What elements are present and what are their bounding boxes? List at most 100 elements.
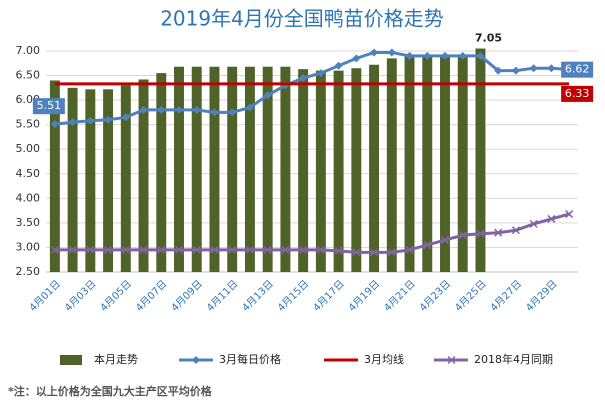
bar <box>440 55 450 273</box>
data-label-box <box>561 61 594 78</box>
marker <box>565 210 574 219</box>
x-tick-label: 4月23日 <box>417 278 453 314</box>
chart-title: 2019年4月份全国鸭苗价格走势 <box>160 7 444 31</box>
marker <box>210 245 219 254</box>
data-label: 5.51 <box>37 99 62 112</box>
bar <box>262 66 273 273</box>
data-label: 7.05 <box>475 32 502 45</box>
marker <box>157 105 166 114</box>
data-label: 6.33 <box>565 87 590 100</box>
marker <box>316 69 325 78</box>
data-label-box <box>32 98 65 115</box>
marker <box>441 51 449 60</box>
x-tick-label: 4月03日 <box>62 278 98 314</box>
bar <box>457 55 468 273</box>
bar <box>49 80 60 272</box>
y-tick-label: 4.00 <box>16 191 41 204</box>
bar <box>67 87 78 272</box>
marker <box>458 51 467 60</box>
marker <box>281 245 290 254</box>
marker <box>121 245 130 254</box>
bar <box>156 73 167 272</box>
legend-label: 2018年4月同期 <box>474 352 553 366</box>
marker <box>174 245 184 254</box>
bar <box>227 66 238 273</box>
bar <box>174 66 184 273</box>
bar <box>138 79 149 273</box>
x-tick-label: 4月13日 <box>240 278 276 314</box>
bar <box>85 89 96 272</box>
marker <box>370 48 379 57</box>
data-label-box <box>561 85 594 102</box>
marker <box>228 245 237 254</box>
bar <box>191 66 202 273</box>
bar <box>103 89 114 272</box>
bar <box>280 66 291 273</box>
y-tick-label: 5.50 <box>16 118 41 131</box>
marker <box>210 108 219 117</box>
marker <box>68 245 77 254</box>
bar <box>386 58 397 272</box>
marker <box>440 236 450 245</box>
marker <box>529 64 538 73</box>
marker <box>192 245 201 254</box>
x-tick-label: 4月27日 <box>488 278 524 314</box>
marker <box>352 54 361 63</box>
marker <box>68 118 77 127</box>
bar <box>315 70 326 273</box>
bar <box>369 64 380 272</box>
marker <box>263 245 272 254</box>
line <box>54 212 570 254</box>
marker <box>245 103 254 112</box>
marker <box>121 113 130 122</box>
x-tick-label: 4月21日 <box>382 278 418 314</box>
y-tick-label: 3.50 <box>16 216 41 229</box>
marker <box>299 245 308 254</box>
marker <box>157 245 166 254</box>
legend-swatch <box>60 355 82 365</box>
marker <box>476 51 485 60</box>
bar <box>209 66 220 273</box>
marker <box>86 116 95 125</box>
marker <box>104 245 113 254</box>
marker <box>334 61 343 70</box>
marker <box>511 66 520 75</box>
legend-label: 3月每日价格 <box>219 352 281 366</box>
legend-label: 本月走势 <box>94 352 138 366</box>
x-tick-label: 4月07日 <box>133 278 169 314</box>
marker <box>405 245 414 254</box>
x-tick-label: 4月01日 <box>27 278 63 314</box>
marker <box>104 115 113 124</box>
y-tick-label: 7.00 <box>16 44 41 57</box>
marker <box>370 248 379 257</box>
y-tick-label: 5.00 <box>16 142 41 155</box>
marker <box>245 245 254 254</box>
bar <box>120 85 131 272</box>
marker <box>547 214 556 223</box>
marker <box>139 105 148 114</box>
marker <box>352 248 361 257</box>
line <box>54 50 570 126</box>
marker <box>547 64 556 73</box>
bar <box>475 48 486 272</box>
y-tick-label: 4.50 <box>16 167 41 180</box>
marker <box>423 51 432 60</box>
marker <box>423 240 432 250</box>
x-tick-label: 4月11日 <box>204 278 240 314</box>
marker <box>494 228 503 237</box>
marker <box>192 105 201 114</box>
bar <box>298 69 309 272</box>
x-tick-label: 4月17日 <box>311 278 347 314</box>
bar <box>333 70 344 273</box>
x-tick-label: 4月15日 <box>275 278 311 314</box>
marker <box>175 105 183 114</box>
marker <box>529 219 538 228</box>
marker <box>50 245 59 254</box>
marker <box>299 74 308 83</box>
marker <box>263 91 272 100</box>
x-tick-label: 4月05日 <box>98 278 134 314</box>
y-tick-label: 6.50 <box>16 69 41 82</box>
footnote: *注：以上价格为全国九大主产区平均价格 <box>8 384 213 398</box>
marker <box>387 248 396 257</box>
